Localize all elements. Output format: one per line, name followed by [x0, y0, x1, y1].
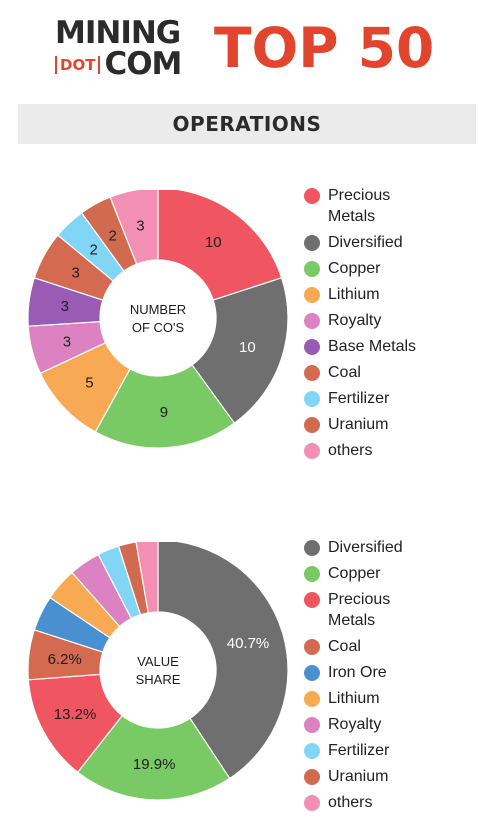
number-chart-legend-item-coal: Coal — [304, 363, 438, 384]
number-chart-legend-swatch-diversified — [304, 234, 320, 251]
value-chart-legend-swatch-precious-metals — [304, 592, 320, 608]
number-chart-legend-swatch-precious-metals — [304, 188, 320, 204]
value-chart-legend-label-diversified: Diversified — [328, 539, 403, 556]
number-chart-data-label-royalty: 3 — [63, 333, 71, 350]
number-chart-legend-swatch-copper — [304, 260, 320, 277]
value-chart-legend-label-royalty: Royalty — [328, 715, 382, 733]
value-chart-legend-swatch-royalty — [304, 716, 320, 733]
logo-dot-text: DOT — [55, 55, 101, 74]
number-chart-legend-item-royalty: Royalty — [304, 311, 438, 332]
mining-dot-com-logo: MINING DOT COM — [55, 15, 195, 80]
number-chart-legend-swatch-royalty — [304, 312, 320, 329]
number-chart-legend-label-base-metals: Base Metals — [328, 337, 417, 355]
value-chart-center-label-line-2: SHARE — [136, 672, 181, 687]
number-chart-data-label-fertilizer: 2 — [89, 241, 97, 258]
value-share-donut-chart: 40.7% 19.9% 13.2% 6.2% VALUE SHARE — [27, 542, 289, 801]
value-chart-legend-label-others: others — [328, 793, 373, 811]
value-chart-legend-item-coal: Coal — [304, 637, 438, 658]
number-chart-legend-swatch-coal — [304, 364, 320, 381]
logo-mining-text: MINING — [55, 15, 181, 51]
number-chart-legend-item-others: others — [304, 441, 438, 462]
value-chart-data-label-copper: 19.9% — [133, 756, 176, 773]
number-chart-legend-item-copper: Copper — [304, 259, 438, 280]
value-chart-legend-label-fertilizer: Fertilizer — [328, 741, 390, 759]
logo-line-2: DOT COM — [55, 49, 195, 80]
value-share-legend: Diversified Copper Precious Metals Coal Iron… — [304, 538, 438, 819]
number-chart-data-label-copper: 9 — [160, 404, 168, 421]
value-chart-legend-label-copper: Copper — [328, 565, 381, 582]
value-chart-legend-item-lithium: Lithium — [304, 689, 438, 710]
number-chart-legend-label-coal: Coal — [328, 363, 361, 381]
value-chart-legend-item-others: others — [304, 793, 438, 814]
number-chart-legend-swatch-fertilizer — [304, 390, 320, 407]
value-chart-legend-item-precious-metals: Precious Metals — [304, 590, 438, 631]
value-chart-slice-copper — [76, 714, 231, 801]
number-chart-legend-swatch-others — [304, 442, 320, 459]
number-chart-data-label-precious-metals: 10 — [205, 234, 222, 251]
number-chart-data-label-lithium: 5 — [85, 374, 93, 391]
value-chart-legend-label-coal: Coal — [328, 637, 361, 655]
number-chart-legend-swatch-base-metals — [304, 338, 320, 355]
value-chart-slice-diversified — [157, 542, 289, 780]
number-chart-legend-label-lithium: Lithium — [328, 285, 380, 303]
section-title: OPERATIONS — [172, 112, 322, 136]
value-chart-legend-label-precious-metals: Precious Metals — [328, 591, 391, 629]
value-chart-legend-label-iron-ore: Iron Ore — [328, 663, 387, 681]
number-of-companies-legend: Precious Metals Diversified Copper Lithium R… — [304, 186, 438, 467]
number-chart-legend-item-base-metals: Base Metals — [304, 337, 438, 358]
value-chart-legend-item-diversified: Diversified — [304, 538, 438, 559]
number-chart-slice-precious-metals — [157, 190, 283, 301]
value-chart-legend-item-royalty: Royalty — [304, 715, 438, 736]
value-chart-legend-item-uranium: Uranium — [304, 767, 438, 788]
logo-com-text: COM — [104, 46, 182, 82]
value-chart-legend-label-uranium: Uranium — [328, 767, 389, 785]
value-chart-data-label-coal: 6.2% — [48, 651, 82, 668]
number-chart-legend-label-diversified: Diversified — [328, 233, 403, 251]
value-chart-center-label-line-1: VALUE — [137, 654, 179, 669]
number-chart-data-label-uranium: 2 — [109, 228, 117, 245]
value-chart-legend-swatch-lithium — [304, 690, 320, 707]
value-chart-legend-swatch-fertilizer — [304, 742, 320, 759]
number-chart-legend-label-copper: Copper — [328, 259, 381, 277]
number-chart-data-label-diversified: 10 — [239, 339, 256, 356]
value-chart-legend-swatch-copper — [304, 566, 320, 582]
number-chart-legend-label-others: others — [328, 441, 373, 459]
number-chart-data-label-base-metals: 3 — [61, 298, 69, 315]
number-chart-slice-copper — [94, 364, 236, 449]
value-chart-legend-swatch-others — [304, 794, 320, 811]
number-chart-legend-label-precious-metals: Precious Metals — [328, 187, 391, 225]
value-chart-legend-item-fertilizer: Fertilizer — [304, 741, 438, 762]
number-chart-legend-swatch-lithium — [304, 286, 320, 303]
value-chart-legend-swatch-uranium — [304, 768, 320, 785]
number-chart-center-label-line-2: OF CO'S — [132, 320, 185, 335]
value-chart-legend-item-copper: Copper — [304, 564, 438, 585]
value-chart-slice-others — [135, 542, 159, 614]
value-chart-legend-swatch-iron-ore — [304, 664, 320, 681]
number-chart-legend-label-uranium: Uranium — [328, 415, 389, 433]
number-chart-data-label-coal: 3 — [71, 265, 79, 282]
number-chart-slice-diversified — [191, 277, 289, 425]
number-chart-legend-item-precious-metals: Precious Metals — [304, 186, 438, 227]
value-chart-legend-label-lithium: Lithium — [328, 689, 380, 707]
number-chart-legend-label-royalty: Royalty — [328, 311, 382, 329]
number-chart-data-label-others: 3 — [136, 218, 144, 235]
value-chart-data-label-diversified: 40.7% — [227, 635, 270, 652]
number-chart-center-label-line-1: NUMBER — [130, 302, 186, 317]
number-chart-legend-item-diversified: Diversified — [304, 233, 438, 254]
number-chart-legend-item-fertilizer: Fertilizer — [304, 389, 438, 410]
section-header-bar: OPERATIONS — [18, 104, 476, 144]
value-chart-legend-swatch-diversified — [304, 540, 320, 556]
number-chart-legend-label-fertilizer: Fertilizer — [328, 389, 390, 407]
page-title: TOP 50 — [214, 16, 435, 80]
number-chart-legend-item-uranium: Uranium — [304, 415, 438, 436]
value-chart-data-label-precious-metals: 13.2% — [54, 706, 97, 723]
value-chart-legend-swatch-coal — [304, 638, 320, 655]
number-chart-legend-swatch-uranium — [304, 416, 320, 433]
number-chart-slice-others — [109, 190, 159, 265]
number-chart-legend-item-lithium: Lithium — [304, 285, 438, 306]
value-chart-legend-item-iron-ore: Iron Ore — [304, 663, 438, 684]
